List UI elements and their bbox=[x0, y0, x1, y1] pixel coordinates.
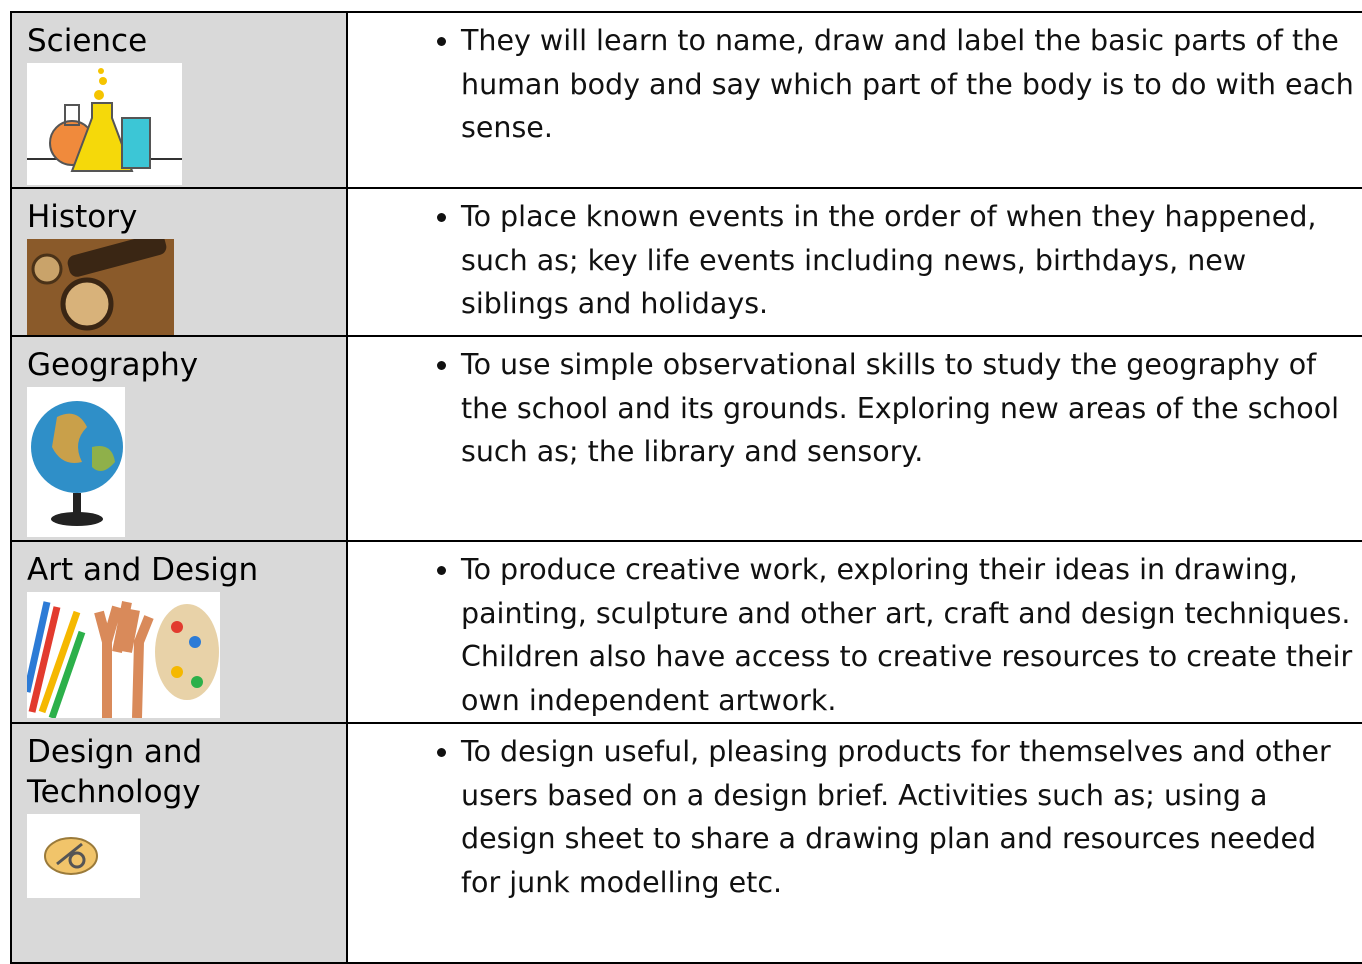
description-cell: To produce creative work, exploring thei… bbox=[346, 540, 1362, 724]
table-row: Geography To use simple observational sk… bbox=[10, 335, 1362, 542]
description-cell: They will learn to name, draw and label … bbox=[346, 11, 1362, 189]
dt-image bbox=[27, 814, 140, 898]
science-image bbox=[27, 63, 182, 185]
description-cell: To design useful, pleasing products for … bbox=[346, 722, 1362, 964]
subject-cell: Art and Design bbox=[10, 540, 348, 724]
description-cell: To place known events in the order of wh… bbox=[346, 187, 1362, 337]
subject: Geography bbox=[27, 347, 199, 383]
table-row: Science They will learn to name, draw an… bbox=[10, 11, 1362, 189]
table-row: Art and Design To produce creative work,… bbox=[10, 540, 1362, 724]
subject-cell: History bbox=[10, 187, 348, 337]
description: To place known events in the order of wh… bbox=[461, 195, 1356, 326]
subject-cell: Design and Technology bbox=[10, 722, 348, 964]
description-cell: To use simple observational skills to st… bbox=[346, 335, 1362, 542]
subject-cell: Geography bbox=[10, 335, 348, 542]
subjects-table: Science They will learn to name, draw an… bbox=[10, 11, 1362, 964]
subject: Science bbox=[27, 23, 148, 59]
art-image bbox=[27, 592, 220, 718]
subject: Art and Design bbox=[27, 552, 259, 588]
description: To produce creative work, exploring thei… bbox=[461, 548, 1356, 722]
subject: Design and Technology bbox=[27, 734, 203, 810]
subject: History bbox=[27, 199, 138, 235]
subject-cell: Science bbox=[10, 11, 348, 189]
description: They will learn to name, draw and label … bbox=[461, 19, 1356, 150]
description: To use simple observational skills to st… bbox=[461, 343, 1356, 474]
table-row: History To place known events in the ord… bbox=[10, 187, 1362, 337]
description: To design useful, pleasing products for … bbox=[461, 730, 1356, 904]
geography-image bbox=[27, 387, 125, 537]
table-row: Design and Technology To design useful, … bbox=[10, 722, 1362, 964]
history-image bbox=[27, 239, 174, 335]
